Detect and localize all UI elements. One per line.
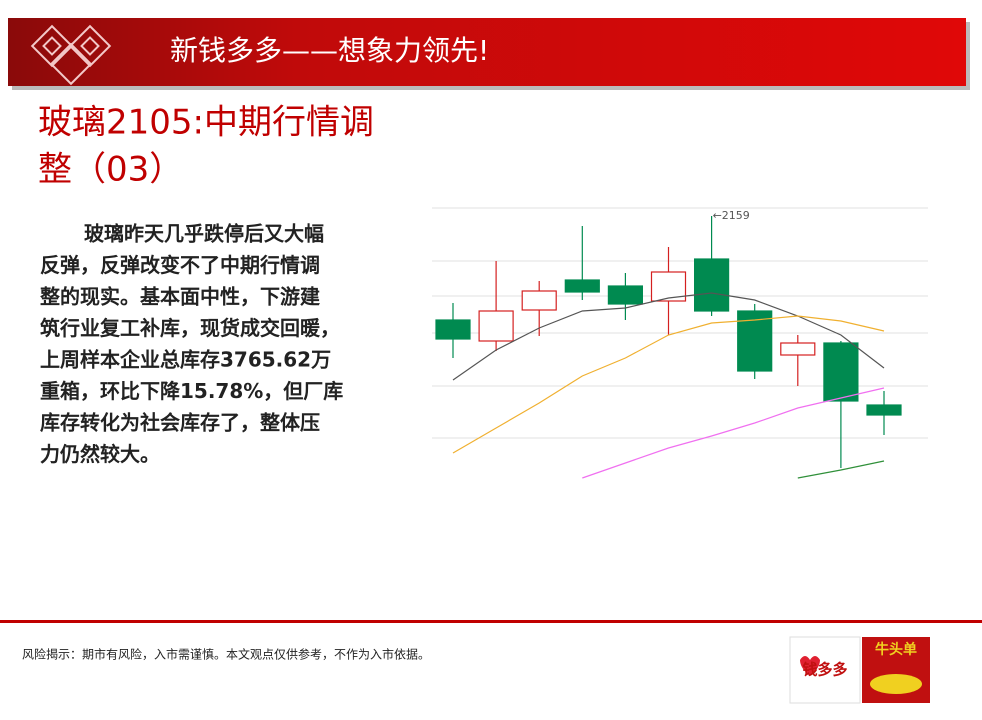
candle-body — [564, 279, 600, 293]
moving-average-line — [582, 387, 885, 479]
body-line: 重箱，环比下降15.78%，但厂库 — [40, 379, 343, 403]
title-line: 整（03） — [38, 150, 183, 190]
article-body: 玻璃昨天几乎跌停后又大幅反弹，反弹改变不了中期行情调整的现实。基本面中性，下游建… — [39, 222, 343, 467]
body-line: 玻璃昨天几乎跌停后又大幅 — [84, 222, 324, 246]
moving-average-line — [797, 460, 885, 479]
body-line: 反弹，反弹改变不了中期行情调 — [40, 253, 320, 277]
moving-average-line — [452, 292, 885, 381]
header-band — [8, 18, 966, 86]
moving-average-line — [452, 315, 885, 454]
logo-horns — [870, 674, 922, 694]
candle-body — [823, 342, 859, 402]
candle-body — [521, 290, 557, 311]
body-line: 筑行业复工补库，现货成交回暖， — [40, 316, 340, 340]
candle-body — [780, 342, 816, 356]
logo-right-text: 牛头单 — [875, 641, 917, 658]
candle-body — [478, 310, 514, 342]
body-line: 整的现实。基本面中性，下游建 — [39, 285, 320, 309]
chart: ←2159 — [432, 207, 928, 479]
annotation: ←2159 — [713, 209, 750, 222]
candle-body — [607, 285, 644, 305]
title-line: 玻璃2105:中期行情调 — [38, 103, 374, 143]
ornament — [30, 24, 112, 86]
header-title: 新钱多多——想象力领先! — [170, 34, 489, 67]
body-line: 力仍然较大。 — [40, 442, 160, 466]
logo-left-box — [789, 636, 861, 704]
logo-heart — [800, 656, 820, 676]
candle-body — [693, 258, 730, 312]
body-line: 上周样本企业总库存3765.62万 — [40, 348, 331, 372]
disclaimer: 风险揭示：期市有风险，入市需谨慎。本文观点仅供参考，不作为入市依据。 — [22, 647, 430, 662]
footer-rule — [0, 620, 982, 623]
candle-body — [435, 319, 471, 340]
logo-left-text: 钱多多 — [802, 661, 847, 679]
candle-body — [866, 404, 902, 416]
body-line: 库存转化为社会库存了，整体压 — [40, 411, 320, 435]
